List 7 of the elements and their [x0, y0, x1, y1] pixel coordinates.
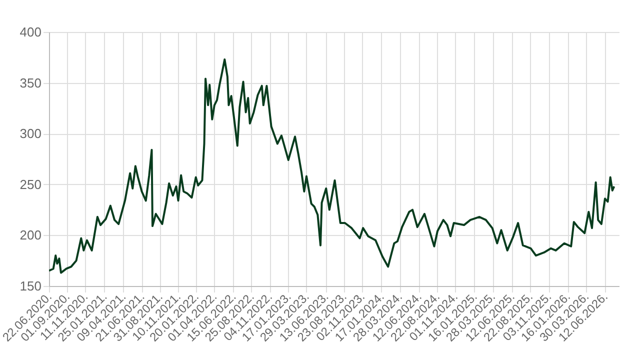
y-tick-label: 400 — [20, 24, 42, 40]
y-tick-label: 300 — [20, 126, 42, 142]
y-tick-label: 350 — [20, 75, 42, 90]
line-series — [49, 58, 616, 274]
y-tick-label: 150 — [20, 278, 42, 294]
y-tick-label: 200 — [20, 228, 42, 243]
y-tick-label: 250 — [20, 176, 42, 192]
